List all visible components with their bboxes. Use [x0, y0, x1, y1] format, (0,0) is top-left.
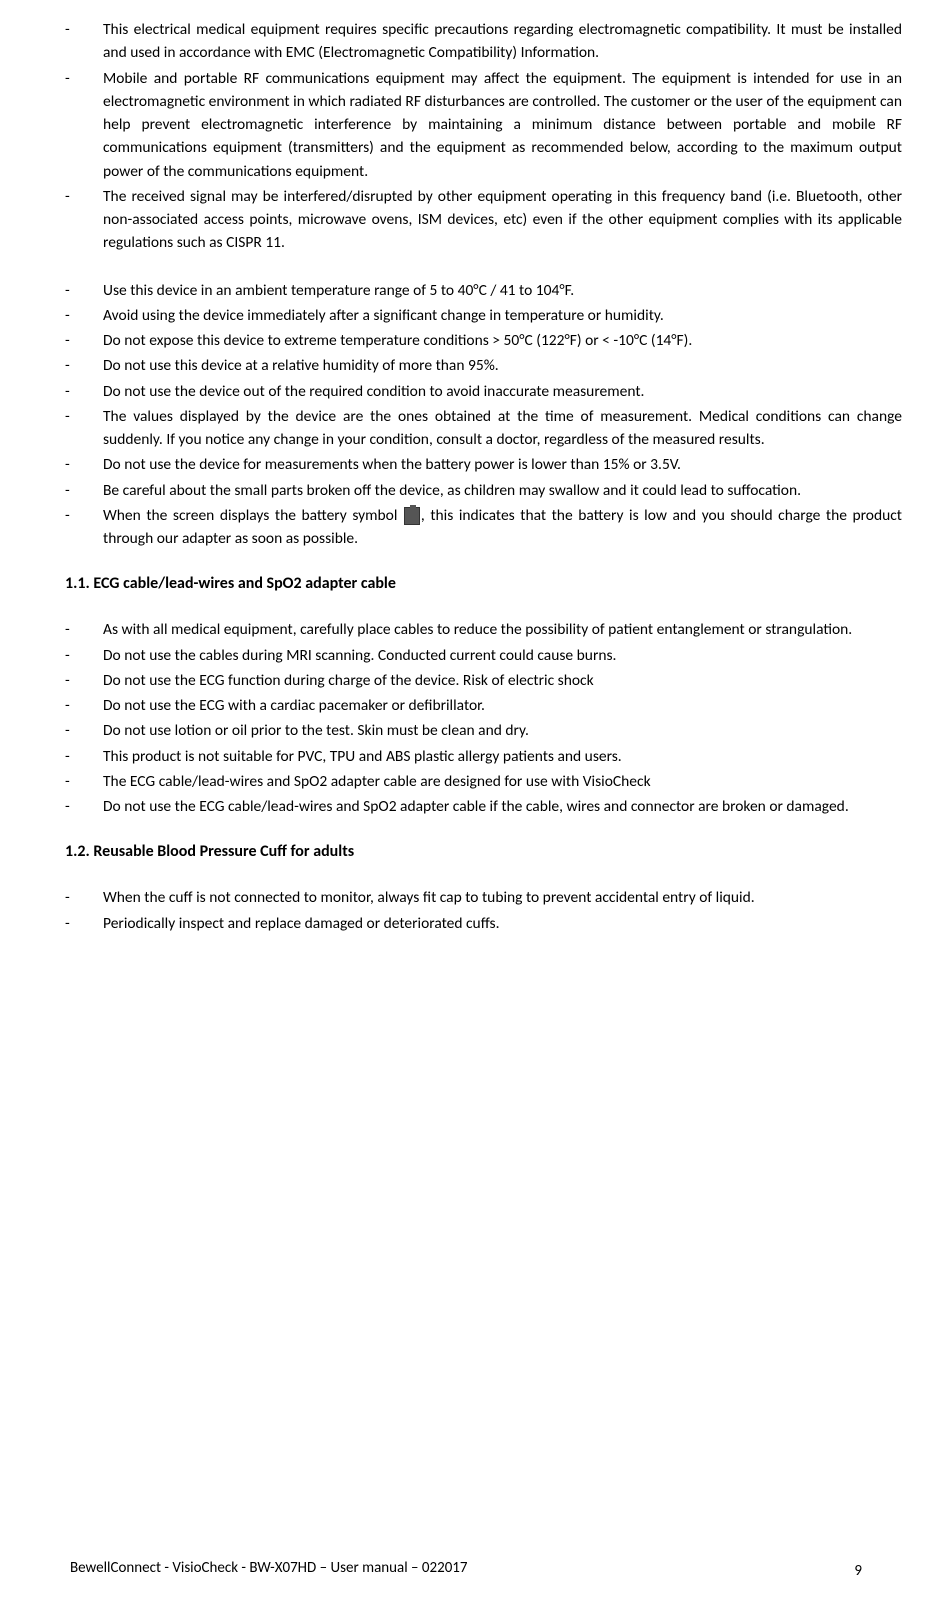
dash-bullet: -: [65, 279, 103, 302]
list-item-text: Do not use the cables during MRI scannin…: [103, 644, 902, 667]
list-item-text-battery: When the screen displays the battery sym…: [103, 504, 902, 551]
list-item-text: When the cuff is not connected to monito…: [103, 886, 902, 909]
list-item: - Do not expose this device to extreme t…: [65, 329, 902, 352]
list-item: - When the screen displays the battery s…: [65, 504, 902, 551]
dash-bullet: -: [65, 479, 103, 502]
dash-bullet: -: [65, 67, 103, 183]
dash-bullet: -: [65, 886, 103, 909]
list-item: - Do not use the ECG cable/lead-wires an…: [65, 795, 902, 818]
dash-bullet: -: [65, 618, 103, 641]
list-item: - Do not use the ECG with a cardiac pace…: [65, 694, 902, 717]
list-item-text: The ECG cable/lead-wires and SpO2 adapte…: [103, 770, 902, 793]
dash-bullet: -: [65, 644, 103, 667]
dash-bullet: -: [65, 18, 103, 65]
dash-bullet: -: [65, 354, 103, 377]
dash-bullet: -: [65, 912, 103, 935]
dash-bullet: -: [65, 745, 103, 768]
list-item: - Do not use the device out of the requi…: [65, 380, 902, 403]
list-item: - Do not use the device for measurements…: [65, 453, 902, 476]
list-item-text: Be careful about the small parts broken …: [103, 479, 902, 502]
dash-bullet: -: [65, 770, 103, 793]
list-item-text: Do not use this device at a relative hum…: [103, 354, 902, 377]
list-item: - Do not use the cables during MRI scann…: [65, 644, 902, 667]
list-item: - Use this device in an ambient temperat…: [65, 279, 902, 302]
section-heading-1-1: 1.1. ECG cable/lead-wires and SpO2 adapt…: [65, 572, 902, 596]
dash-bullet: -: [65, 380, 103, 403]
dash-bullet: -: [65, 453, 103, 476]
list-item-text: Do not use lotion or oil prior to the te…: [103, 719, 902, 742]
list-item-text: As with all medical equipment, carefully…: [103, 618, 902, 641]
dash-bullet: -: [65, 405, 103, 452]
dash-bullet: -: [65, 719, 103, 742]
list-item: - Do not use lotion or oil prior to the …: [65, 719, 902, 742]
dash-bullet: -: [65, 185, 103, 255]
dash-bullet: -: [65, 795, 103, 818]
dash-bullet: -: [65, 304, 103, 327]
dash-bullet: -: [65, 694, 103, 717]
list-item-text: Do not use the ECG function during charg…: [103, 669, 902, 692]
list-item-text: Mobile and portable RF communications eq…: [103, 67, 902, 183]
list-item: - Do not use the ECG function during cha…: [65, 669, 902, 692]
list-item: - Mobile and portable RF communications …: [65, 67, 902, 183]
battery-text-pre: When the screen displays the battery sym…: [103, 506, 403, 525]
list-item: - This electrical medical equipment requ…: [65, 18, 902, 65]
list-item-text: Do not use the device for measurements w…: [103, 453, 902, 476]
list-item: - This product is not suitable for PVC, …: [65, 745, 902, 768]
list-item-text: Use this device in an ambient temperatur…: [103, 279, 902, 302]
list-item-text: The values displayed by the device are t…: [103, 405, 902, 452]
dash-bullet: -: [65, 504, 103, 551]
list-item-text: Do not use the device out of the require…: [103, 380, 902, 403]
list-item: - As with all medical equipment, careful…: [65, 618, 902, 641]
list-item: - When the cuff is not connected to moni…: [65, 886, 902, 909]
list-item: - The received signal may be interfered/…: [65, 185, 902, 255]
list-item-text: Do not expose this device to extreme tem…: [103, 329, 902, 352]
list-item-text: Do not use the ECG with a cardiac pacema…: [103, 694, 902, 717]
list-item-text: Do not use the ECG cable/lead-wires and …: [103, 795, 902, 818]
list-item: - Be careful about the small parts broke…: [65, 479, 902, 502]
list-item: - The ECG cable/lead-wires and SpO2 adap…: [65, 770, 902, 793]
list-item-text: Avoid using the device immediately after…: [103, 304, 902, 327]
list-item-text: This product is not suitable for PVC, TP…: [103, 745, 902, 768]
list-item-text: This electrical medical equipment requir…: [103, 18, 902, 65]
list-item: - Periodically inspect and replace damag…: [65, 912, 902, 935]
dash-bullet: -: [65, 329, 103, 352]
page-footer: BewellConnect - VisioCheck - BW-X07HD – …: [65, 1557, 947, 1580]
list-item: - Do not use this device at a relative h…: [65, 354, 902, 377]
list-item: - Avoid using the device immediately aft…: [65, 304, 902, 327]
dash-bullet: -: [65, 669, 103, 692]
list-item: - The values displayed by the device are…: [65, 405, 902, 452]
list-item-text: Periodically inspect and replace damaged…: [103, 912, 902, 935]
battery-low-icon: [404, 507, 420, 525]
list-item-text: The received signal may be interfered/di…: [103, 185, 902, 255]
section-heading-1-2: 1.2. Reusable Blood Pressure Cuff for ad…: [65, 840, 902, 864]
